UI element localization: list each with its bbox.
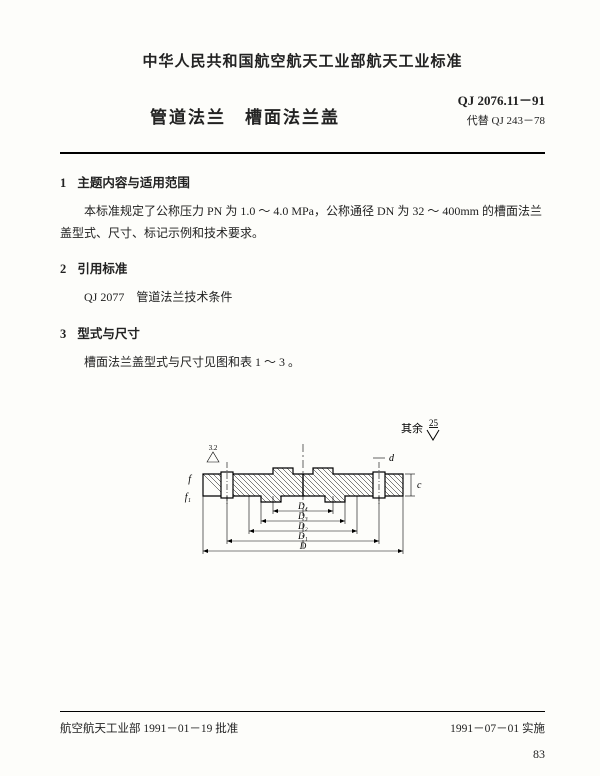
svg-text:D₁: D₁ — [297, 531, 308, 541]
header-org: 中华人民共和国航空航天工业部航天工业标准 — [60, 50, 545, 71]
page-number: 83 — [533, 747, 545, 762]
para: 槽面法兰盖型式与尺寸见图和表 1 ～ 3 。 — [84, 352, 545, 374]
svg-text:D₄: D₄ — [297, 501, 308, 511]
svg-text:D₂: D₂ — [297, 521, 308, 531]
section-3: 3 型式与尺寸 槽面法兰盖型式与尺寸见图和表 1 ～ 3 。 — [60, 323, 545, 374]
footer-row: 航空航天工业部 1991－01－19 批准 1991－07－01 实施 — [60, 720, 545, 736]
section-num: 1 — [60, 176, 66, 190]
svg-text:f: f — [188, 474, 192, 485]
svg-text:D: D — [298, 541, 306, 551]
divider-top — [60, 152, 545, 154]
svg-text:f₁: f₁ — [184, 492, 190, 503]
header-row: 管道法兰 槽面法兰盖 QJ 2076.11－91 代替 QJ 243－78 — [60, 89, 545, 132]
section-1: 1 主题内容与适用范围 本标准规定了公称压力 PN 为 1.0 ～ 4.0 MP… — [60, 172, 545, 244]
section-heading: 3 型式与尺寸 — [60, 323, 545, 342]
svg-text:d: d — [389, 453, 395, 464]
para: QJ 2077 管道法兰技术条件 — [84, 287, 545, 309]
section-title: 引用标准 — [77, 262, 127, 276]
svg-text:c: c — [417, 480, 422, 491]
section-heading: 2 引用标准 — [60, 258, 545, 277]
header-left: 管道法兰 槽面法兰盖 — [60, 89, 458, 128]
svg-text:3.2: 3.2 — [208, 444, 217, 452]
divider-bottom — [60, 711, 545, 712]
para: 本标准规定了公称压力 PN 为 1.0 ～ 4.0 MPa，公称通径 DN 为 … — [60, 201, 545, 244]
svg-text:25: 25 — [429, 418, 439, 428]
page: 中华人民共和国航空航天工业部航天工业标准 管道法兰 槽面法兰盖 QJ 2076.… — [0, 0, 600, 776]
approve-text: 航空航天工业部 1991－01－19 批准 — [60, 720, 238, 736]
section-heading: 1 主题内容与适用范围 — [60, 172, 545, 191]
section-title: 主题内容与适用范围 — [77, 176, 190, 190]
section-2: 2 引用标准 QJ 2077 管道法兰技术条件 — [60, 258, 545, 309]
svg-text:D₃: D₃ — [297, 511, 308, 521]
header-right: QJ 2076.11－91 代替 QJ 243－78 — [458, 89, 545, 132]
section-num: 3 — [60, 327, 66, 341]
svg-text:其余: 其余 — [401, 421, 423, 435]
section-num: 2 — [60, 262, 66, 276]
replaces-code: 代替 QJ 243－78 — [458, 112, 545, 132]
standard-code: QJ 2076.11－91 — [458, 89, 545, 112]
figure-wrap: D₄D₃D₂D₁Dd c f f₁ 3.2 其余 25 — [60, 404, 545, 574]
doc-title: 管道法兰 槽面法兰盖 — [150, 103, 458, 128]
section-title: 型式与尺寸 — [77, 327, 140, 341]
effective-text: 1991－07－01 实施 — [450, 720, 545, 736]
flange-diagram: D₄D₃D₂D₁Dd c f f₁ 3.2 其余 25 — [153, 404, 453, 574]
footer: 航空航天工业部 1991－01－19 批准 1991－07－01 实施 — [60, 711, 545, 736]
